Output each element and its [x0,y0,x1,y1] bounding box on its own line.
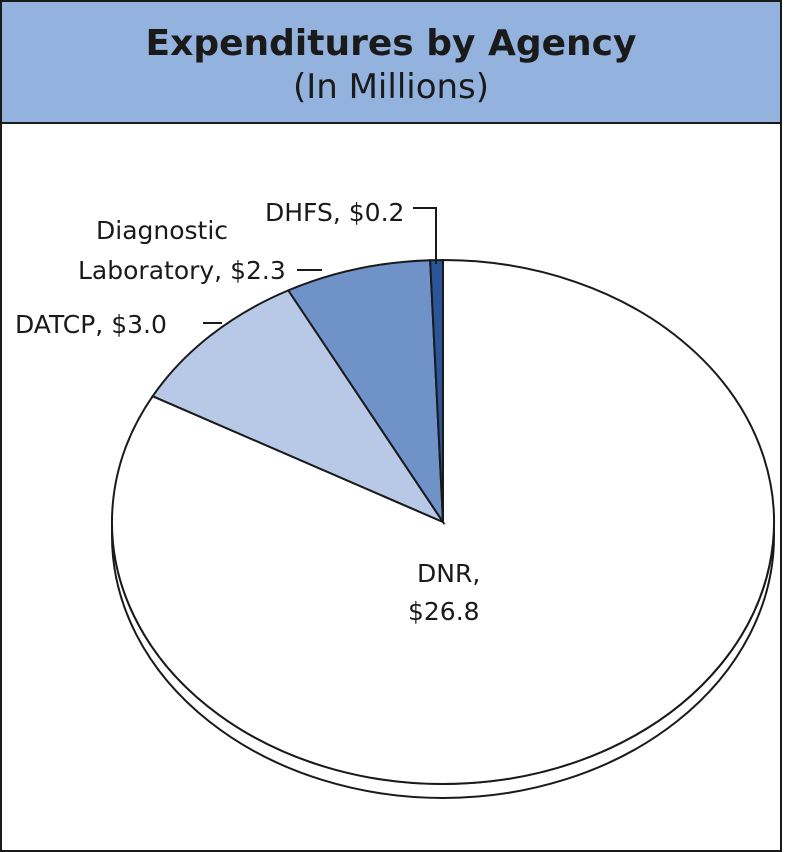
slice-label-datcp: DATCP, $3.0 [15,310,167,339]
slice-label-dnr-line1: DNR, [417,559,480,588]
chart-title: Expenditures by Agency [145,23,637,64]
pie-slice-diagnostic [286,259,445,526]
leader-lines [203,207,437,324]
chart-header: Expenditures by Agency (In Millions) [2,2,780,124]
chart-subtitle: (In Millions) [292,67,490,107]
pie-slices [111,258,775,785]
leader-dhfs [413,207,437,264]
slice-value-dnr: $26.8 [408,597,480,626]
slice-label-diagnostic-line2: Laboratory, $2.3 [78,256,286,285]
pie-slice-datcp [151,289,446,525]
pie-slice-dnr [111,258,775,785]
slice-label-dhfs: DHFS, $0.2 [265,198,404,227]
slice-label-diagnostic-line1: Diagnostic [96,216,228,245]
